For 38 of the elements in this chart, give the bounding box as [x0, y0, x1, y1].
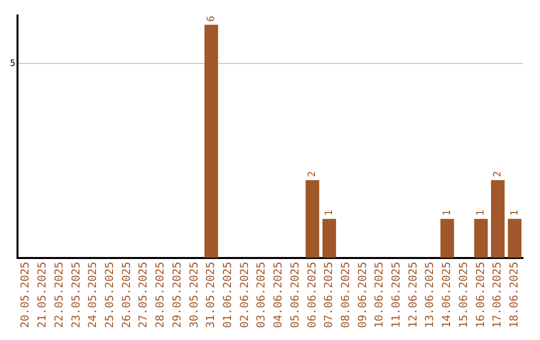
x-tick-label: 04.06.2025: [272, 262, 285, 328]
data-label: 2: [306, 171, 318, 178]
x-tick-label: 24.05.2025: [86, 262, 100, 328]
x-tick-label: 21.05.2025: [36, 262, 49, 328]
data-label: 1: [442, 210, 453, 216]
x-tick-label: 23.05.2025: [69, 262, 82, 328]
data-label: 1: [324, 210, 335, 216]
x-tick-label: 11.06.2025: [390, 262, 403, 328]
x-tick-label: 12.06.2025: [406, 262, 420, 328]
x-tick-label: 14.06.2025: [440, 262, 454, 328]
x-tick-label: 13.06.2025: [423, 262, 436, 328]
data-label: 1: [509, 210, 520, 216]
x-tick-label: 08.06.2025: [338, 262, 352, 328]
x-tick-label: 16.06.2025: [474, 262, 487, 328]
x-tick-label: 30.05.2025: [187, 262, 200, 328]
data-label: 1: [476, 210, 487, 216]
x-tick-label: 01.06.2025: [220, 262, 234, 328]
x-tick-label: 10.06.2025: [372, 262, 386, 328]
data-label: 2: [492, 171, 504, 178]
x-tick-label: 17.06.2025: [490, 262, 504, 328]
x-tick-label: 22.05.2025: [52, 262, 66, 328]
data-label: 6: [206, 16, 217, 22]
x-tick-label: 31.05.2025: [204, 262, 218, 328]
x-tick-label: 09.06.2025: [356, 262, 369, 328]
x-tick-label: 18.06.2025: [508, 262, 521, 328]
x-tick-label: 25.05.2025: [102, 262, 116, 328]
y-tick-label: 5: [10, 58, 16, 69]
x-tick-label: 20.05.2025: [18, 262, 32, 328]
x-tick-label: 28.05.2025: [154, 262, 167, 328]
x-tick-label: 07.06.2025: [322, 262, 336, 328]
x-tick-label: 15.06.2025: [456, 262, 470, 328]
x-tick-label: 27.05.2025: [136, 262, 150, 328]
x-tick-label: 02.06.2025: [238, 262, 251, 328]
x-tick-label: 29.05.2025: [170, 262, 184, 328]
x-tick-label: 05.06.2025: [288, 262, 302, 328]
x-tick-label: 06.06.2025: [305, 262, 318, 328]
x-tick-label: 03.06.2025: [254, 262, 268, 328]
x-tick-label: 26.05.2025: [120, 262, 133, 328]
